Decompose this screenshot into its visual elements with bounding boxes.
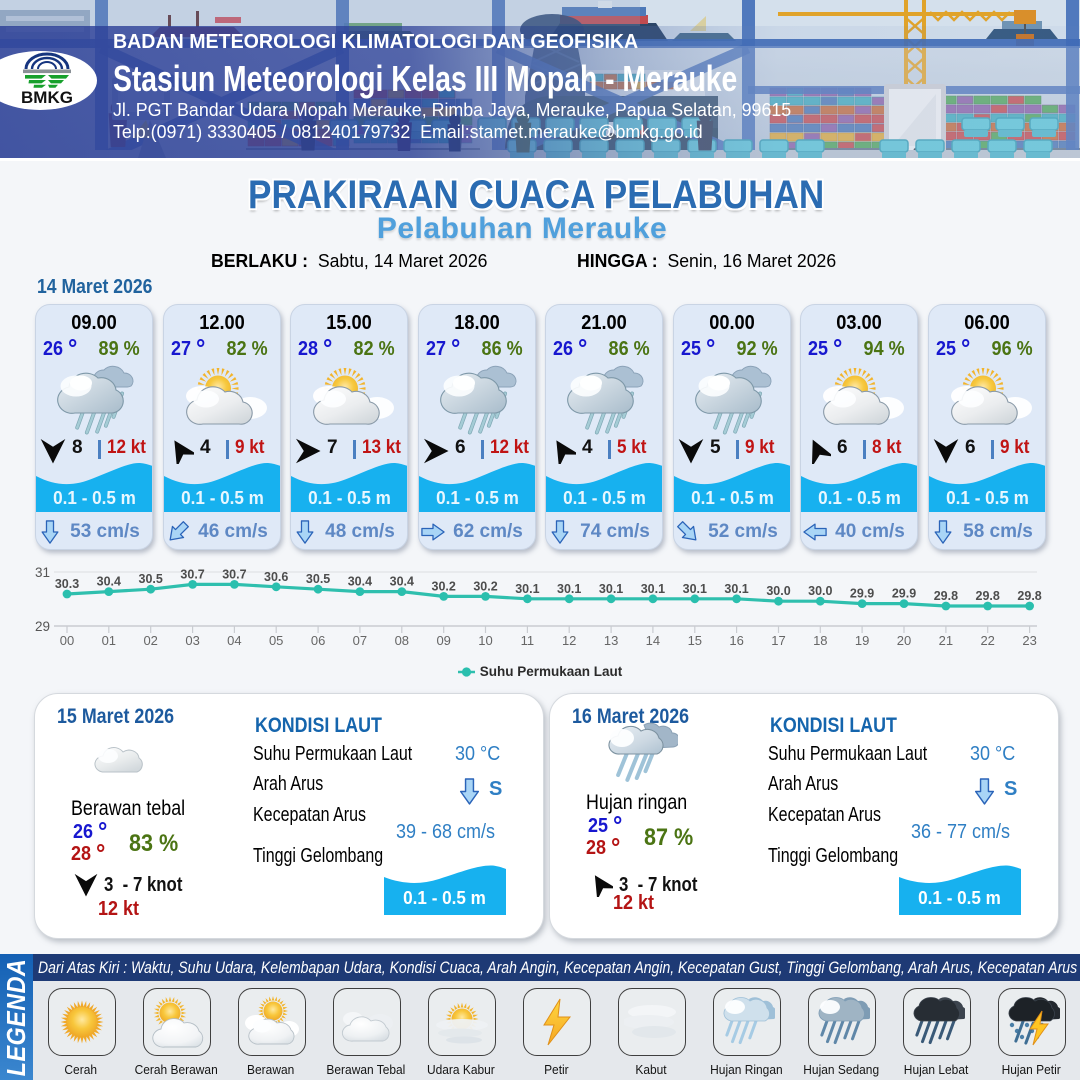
svg-text:29.9: 29.9 [892, 587, 916, 601]
svg-text:30.1: 30.1 [599, 582, 623, 596]
svg-text:30.3: 30.3 [55, 577, 79, 591]
svg-text:30.0: 30.0 [808, 584, 832, 598]
svg-text:30.6: 30.6 [264, 570, 288, 584]
svg-text:30.1: 30.1 [557, 582, 581, 596]
svg-text:30.7: 30.7 [222, 567, 246, 581]
svg-text:07: 07 [353, 633, 367, 648]
svg-text:20: 20 [897, 633, 911, 648]
svg-text:29.8: 29.8 [976, 589, 1000, 603]
svg-text:30.2: 30.2 [473, 579, 497, 593]
svg-text:09: 09 [436, 633, 450, 648]
svg-text:29.9: 29.9 [850, 587, 874, 601]
svg-text:30.7: 30.7 [180, 567, 204, 581]
svg-text:14: 14 [646, 633, 660, 648]
svg-text:30.5: 30.5 [139, 572, 163, 586]
svg-text:23: 23 [1022, 633, 1036, 648]
svg-text:21: 21 [939, 633, 953, 648]
svg-text:03: 03 [185, 633, 199, 648]
svg-text:00: 00 [60, 633, 74, 648]
svg-text:15: 15 [688, 633, 702, 648]
svg-text:06: 06 [311, 633, 325, 648]
svg-text:16: 16 [729, 633, 743, 648]
svg-text:17: 17 [771, 633, 785, 648]
svg-text:30.0: 30.0 [766, 584, 790, 598]
svg-text:30.1: 30.1 [683, 582, 707, 596]
svg-text:30.1: 30.1 [641, 582, 665, 596]
svg-text:13: 13 [604, 633, 618, 648]
svg-text:02: 02 [143, 633, 157, 648]
svg-text:31: 31 [35, 565, 50, 580]
svg-text:11: 11 [521, 633, 535, 648]
svg-text:22: 22 [980, 633, 994, 648]
svg-text:19: 19 [855, 633, 869, 648]
svg-text:29: 29 [35, 619, 50, 634]
svg-text:01: 01 [102, 633, 116, 648]
svg-text:10: 10 [478, 633, 492, 648]
svg-text:30.4: 30.4 [348, 575, 372, 589]
svg-text:30.1: 30.1 [515, 582, 539, 596]
svg-text:30.4: 30.4 [97, 575, 121, 589]
svg-text:30.2: 30.2 [432, 579, 456, 593]
svg-text:30.4: 30.4 [390, 575, 414, 589]
svg-text:30.5: 30.5 [306, 572, 330, 586]
svg-text:05: 05 [269, 633, 283, 648]
svg-text:04: 04 [227, 633, 241, 648]
svg-text:29.8: 29.8 [1017, 589, 1041, 603]
svg-text:08: 08 [395, 633, 409, 648]
svg-text:30.1: 30.1 [724, 582, 748, 596]
svg-text:12: 12 [562, 633, 576, 648]
svg-text:18: 18 [813, 633, 827, 648]
svg-text:29.8: 29.8 [934, 589, 958, 603]
